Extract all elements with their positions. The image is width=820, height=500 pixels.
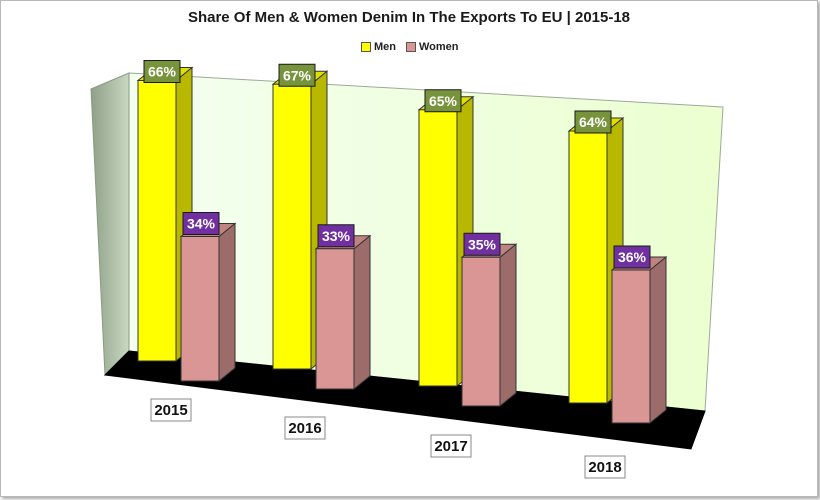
- legend-swatch-men: [361, 42, 371, 52]
- bar-women-2018-side: [649, 255, 667, 425]
- category-label-2015: 2015: [150, 398, 192, 422]
- value-label-men-2016-box: [278, 63, 316, 87]
- value-label-women-2016: 33%: [317, 224, 355, 248]
- value-label-women-2015-box: [182, 212, 220, 235]
- category-label-2018-text: 2018: [588, 459, 621, 476]
- value-label-men-2016-text: 67%: [283, 67, 312, 83]
- value-label-women-2018-text: 36%: [618, 249, 647, 265]
- value-label-women-2015-text: 34%: [187, 216, 216, 232]
- legend-label-men: Men: [374, 41, 396, 53]
- legend-item-men: Men: [361, 41, 396, 53]
- bar-men-2015-front: [137, 80, 177, 362]
- bar-women-2015-front: [180, 236, 220, 382]
- bar-men-2018-front: [568, 130, 608, 404]
- legend-item-women: Women: [406, 41, 459, 53]
- value-label-men-2015-text: 66%: [148, 64, 177, 80]
- value-label-men-2018-box: [574, 110, 612, 134]
- value-label-men-2018-text: 64%: [579, 114, 608, 130]
- bar-men-2017-front: [418, 109, 458, 387]
- value-label-women-2017-box: [463, 232, 501, 256]
- value-label-men-2015: 66%: [143, 60, 181, 83]
- bar-women-2015-side: [218, 222, 236, 383]
- bar-women-2017-front: [461, 256, 501, 407]
- category-label-2016: 2016: [284, 416, 326, 440]
- bar-women-2016-front: [315, 248, 355, 390]
- chart-side-wall: [90, 72, 130, 377]
- value-label-women-2018-box: [613, 245, 651, 269]
- category-label-2017: 2017: [430, 434, 472, 458]
- category-label-2017-box: [430, 434, 472, 458]
- bar-women-2015: [179, 222, 237, 383]
- value-label-men-2018: 64%: [574, 110, 612, 134]
- value-label-men-2015-box: [143, 60, 181, 83]
- value-label-men-2016: 67%: [278, 63, 316, 87]
- value-label-women-2018: 36%: [613, 245, 651, 269]
- chart-legend: Men Women: [361, 41, 459, 53]
- bar-women-2017-side: [499, 243, 517, 408]
- bar-women-2016: [314, 234, 372, 391]
- category-label-2016-text: 2016: [288, 420, 321, 437]
- bar-men-2016-front: [272, 83, 312, 370]
- value-label-women-2017: 35%: [463, 232, 501, 256]
- bar-women-2016-side: [353, 234, 371, 391]
- bar-women-2018-front: [611, 269, 651, 424]
- category-label-2015-text: 2015: [154, 402, 187, 419]
- value-label-men-2017-box: [424, 89, 462, 113]
- bar-women-2017: [460, 243, 518, 408]
- value-label-men-2017: 65%: [424, 89, 462, 113]
- category-label-2015-box: [150, 398, 192, 422]
- value-label-women-2017-text: 35%: [468, 236, 497, 252]
- category-label-2018-box: [584, 455, 626, 479]
- category-label-2016-box: [284, 416, 326, 440]
- value-label-women-2015: 34%: [182, 212, 220, 235]
- legend-swatch-women: [406, 42, 416, 52]
- legend-label-women: Women: [419, 41, 459, 53]
- value-label-men-2017-text: 65%: [429, 93, 458, 109]
- bar-women-2018: [610, 255, 668, 425]
- chart-floor: [103, 350, 706, 450]
- value-label-women-2016-text: 33%: [322, 228, 351, 244]
- category-label-2018: 2018: [584, 455, 626, 479]
- chart-title: Share Of Men & Women Denim In The Export…: [187, 9, 631, 26]
- value-label-women-2016-box: [317, 224, 355, 248]
- category-label-2017-text: 2017: [434, 438, 467, 455]
